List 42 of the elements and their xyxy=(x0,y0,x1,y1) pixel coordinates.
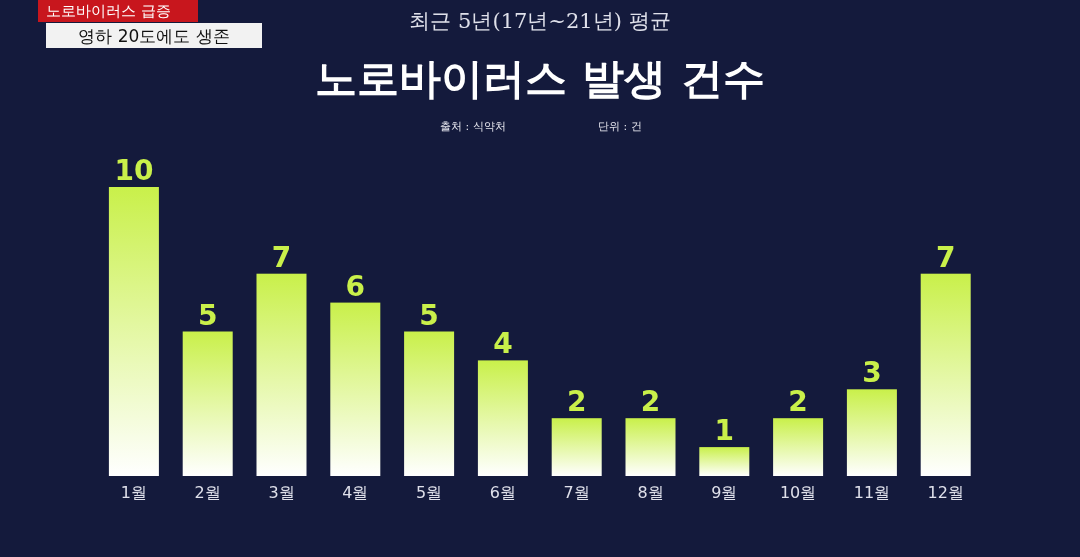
text: 단위 : 건 xyxy=(598,120,642,133)
bar xyxy=(699,447,750,476)
data-label: 5 xyxy=(197,298,218,332)
source-note: 출처 : 식약처 xyxy=(440,120,506,133)
text: 노로바이러스 급증 xyxy=(46,2,171,20)
data-label: 7 xyxy=(271,240,292,274)
bar xyxy=(846,389,897,476)
x-tick-label: 1월 xyxy=(120,483,147,502)
x-tick-label: 8월 xyxy=(637,483,664,502)
x-tick-label: 10월 xyxy=(779,483,817,502)
data-label: 2 xyxy=(788,385,808,419)
bar xyxy=(256,273,307,476)
x-tick-label: 3월 xyxy=(268,483,295,502)
chart-subtitle: 최근 5년(17년~21년) 평균 xyxy=(409,9,671,33)
bar xyxy=(108,187,159,476)
data-label: 7 xyxy=(935,240,956,274)
x-tick-label: 6월 xyxy=(489,483,516,502)
bar xyxy=(182,331,233,476)
data-label: 2 xyxy=(566,385,587,419)
data-label: 10 xyxy=(114,154,154,187)
text: 영하 20도에도 생존 xyxy=(78,26,230,46)
data-label: 2 xyxy=(640,385,661,419)
x-tick-label: 2월 xyxy=(194,483,221,502)
x-tick-label: 9월 xyxy=(711,483,738,502)
data-label: 1 xyxy=(714,414,735,448)
x-tick-label: 11월 xyxy=(853,483,891,502)
data-label: 6 xyxy=(345,269,366,303)
bar xyxy=(773,418,824,476)
data-label: 5 xyxy=(419,298,439,332)
x-tick-label: 4월 xyxy=(342,483,369,502)
bar xyxy=(477,360,528,476)
x-tick-label: 7월 xyxy=(563,483,590,502)
bar xyxy=(551,418,602,476)
x-tick-label: 5월 xyxy=(416,483,443,502)
bar xyxy=(920,273,971,476)
chart-title: 노로바이러스 발생 건수 xyxy=(315,54,765,103)
data-label: 3 xyxy=(862,356,882,390)
bar xyxy=(404,331,455,476)
x-tick-label: 12월 xyxy=(927,483,964,502)
bar xyxy=(625,418,676,476)
bar xyxy=(330,302,381,476)
data-label: 4 xyxy=(493,327,513,361)
